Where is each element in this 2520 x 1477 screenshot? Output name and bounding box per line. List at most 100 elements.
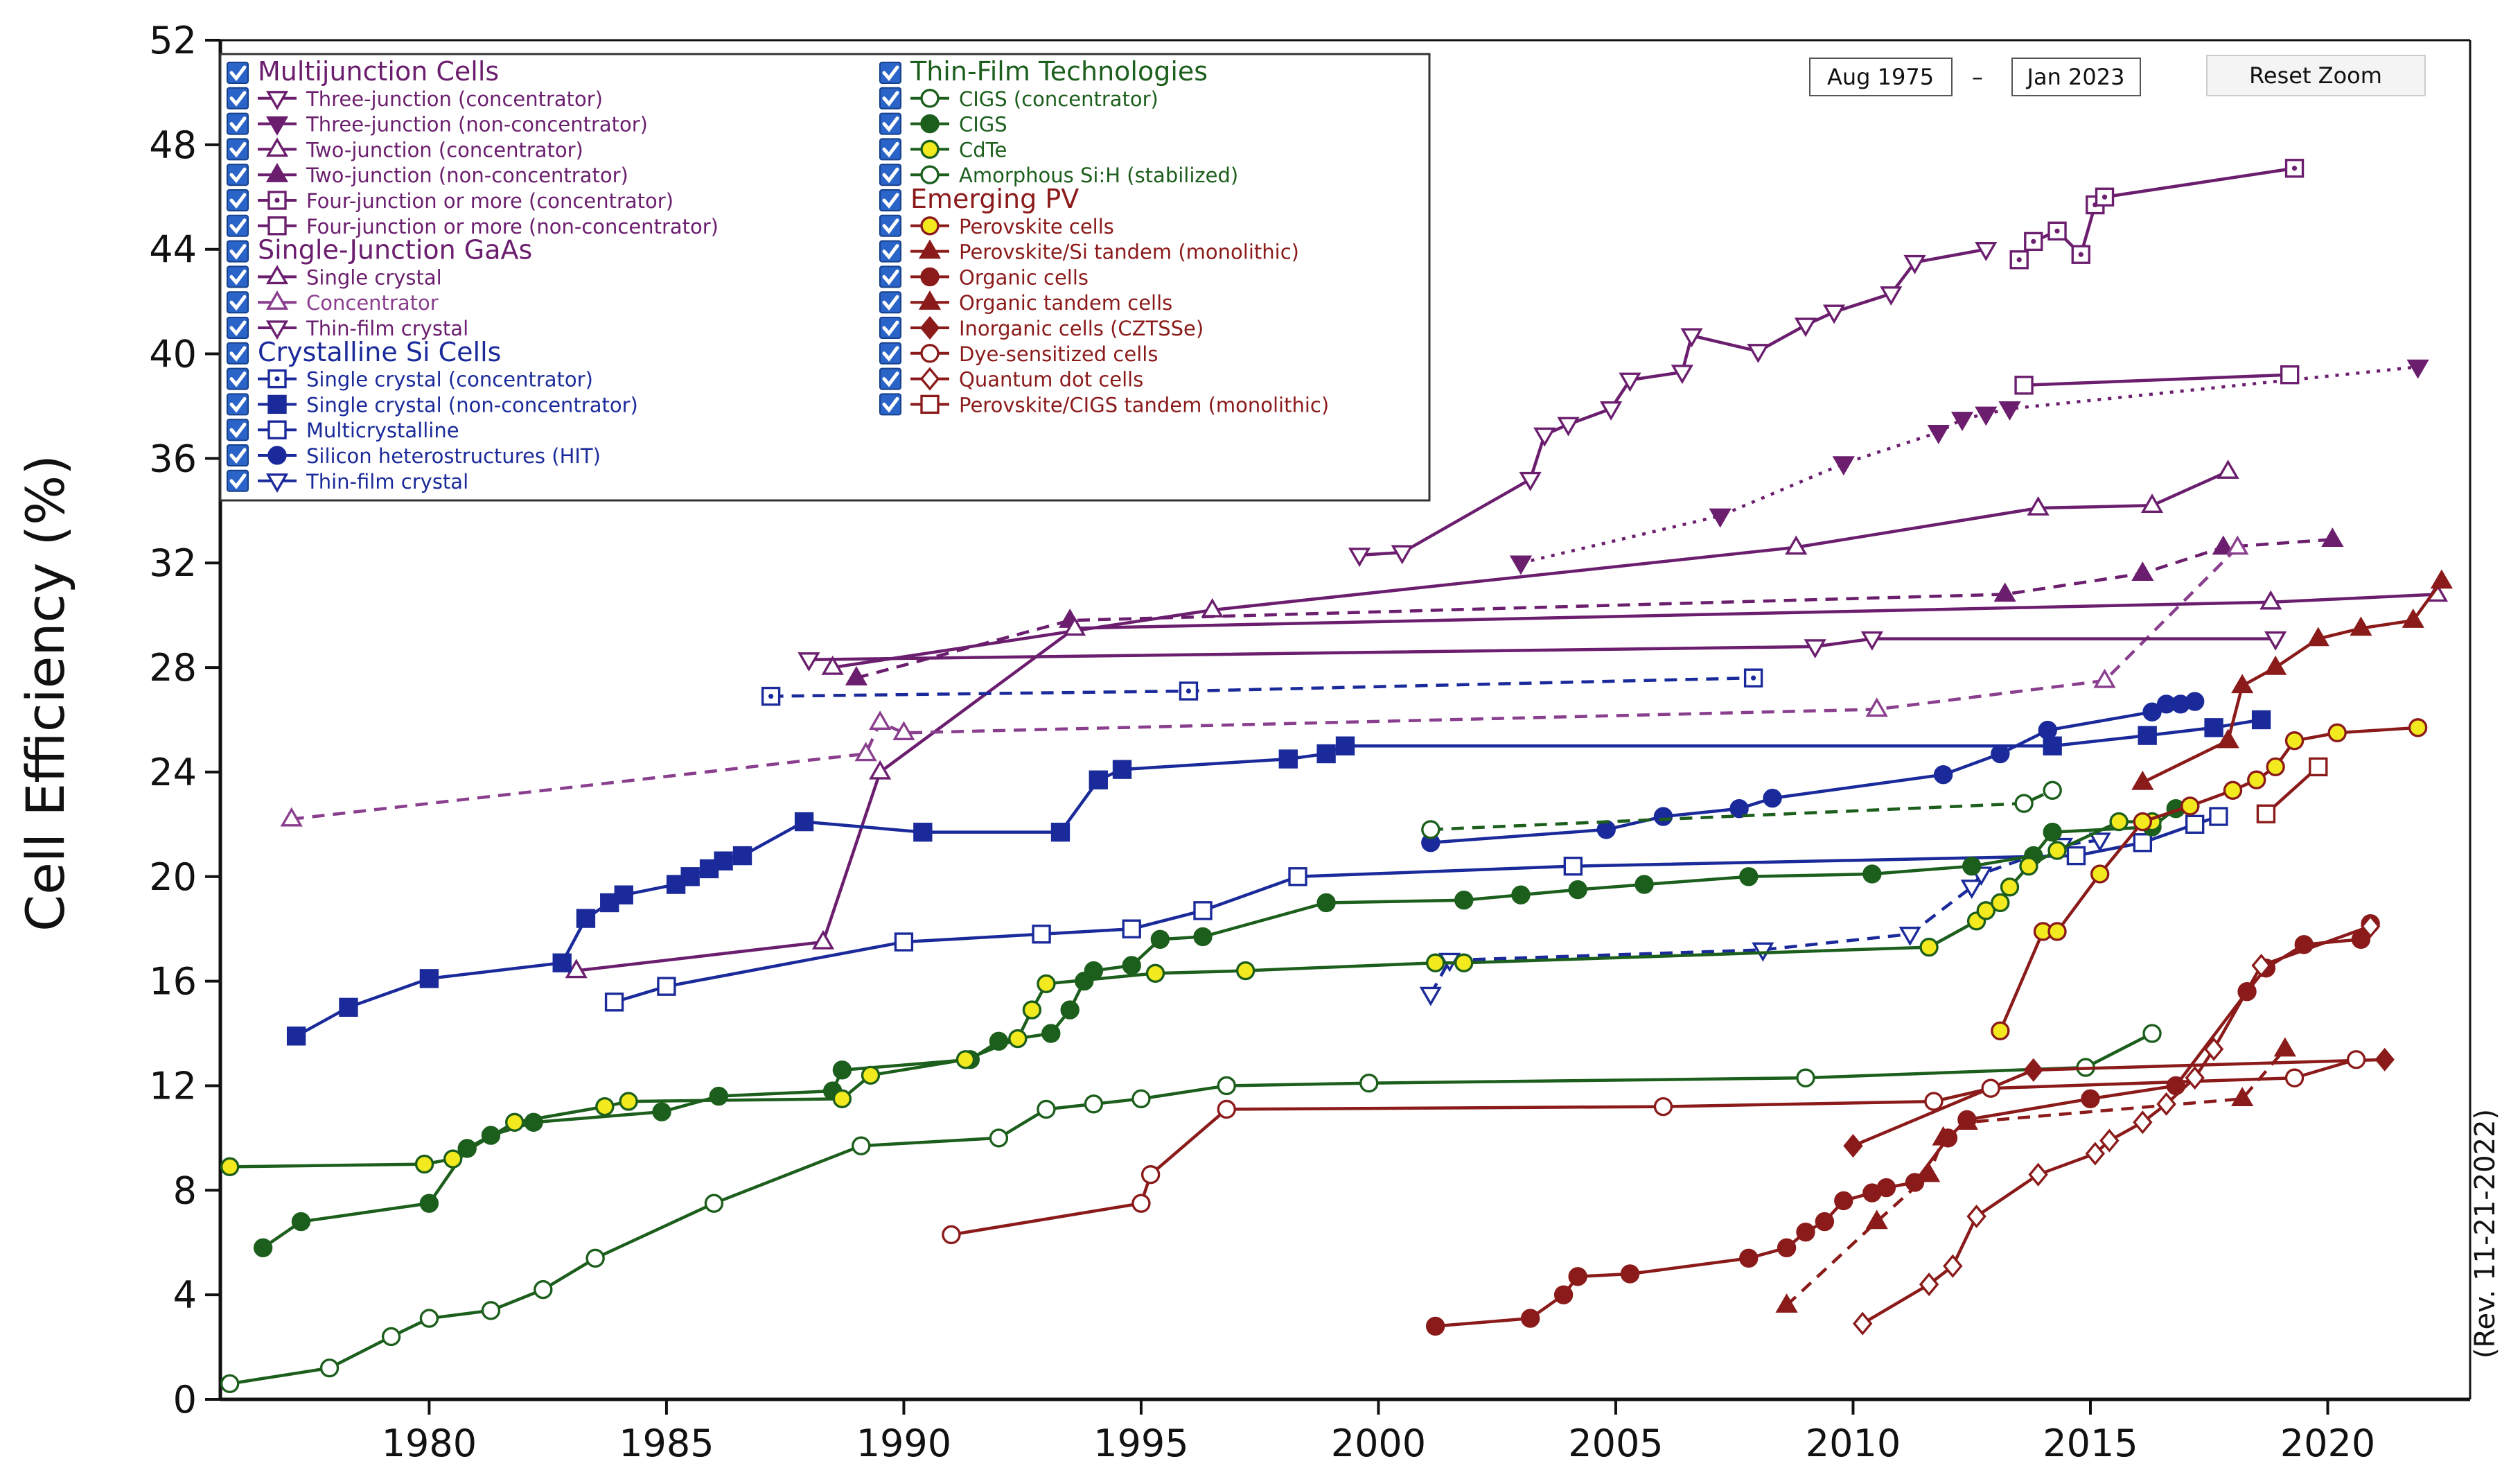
legend-item-single-junction-gaas[interactable]: Single-Junction GaAs — [227, 235, 532, 265]
legend-item-three-junction-non-concentrator[interactable]: Three-junction (non-concentrator) — [227, 112, 648, 137]
series-perovskite-si-tandem-monolithic-19-point — [2307, 627, 2329, 647]
legend-group-heading: Single-Junction GaAs — [258, 235, 532, 265]
series-cdte-16-point — [832, 1089, 852, 1108]
series-quantum-dot-cells-24-point — [2360, 914, 2381, 938]
reset-zoom-button[interactable]: Reset Zoom — [2206, 55, 2426, 96]
series-dye-sensitized-cells-23-point — [1140, 1165, 1161, 1185]
legend-item-crystalline-si-cells[interactable]: Crystalline Si Cells — [227, 337, 501, 367]
series-multicrystalline-11-point — [1193, 901, 1213, 920]
series-multicrystalline-11-point — [2209, 807, 2228, 826]
legend-item-silicon-heterostructures-hit[interactable]: Silicon heterostructures (HIT) — [227, 444, 601, 468]
check-icon — [882, 65, 899, 81]
start-date-input[interactable] — [1809, 58, 1953, 96]
series-dye-sensitized-cells-23-point — [1924, 1092, 1944, 1111]
series-organic-cells-20-point — [1568, 1267, 1587, 1286]
series-perovskite-si-tandem-monolithic-19-point — [2231, 674, 2254, 694]
legend-item-two-junction-concentrator[interactable]: Two-junction (concentrator) — [227, 137, 583, 161]
series-amorphous-si-h-stabilized-17-point — [852, 1136, 871, 1155]
series-four-junction-or-more-non-concentrator-5-line — [2023, 373, 2290, 387]
series-organic-tandem-cells-21-point — [1865, 1209, 1888, 1230]
legend-item-perovskite-cells[interactable]: Perovskite cells — [879, 214, 1114, 238]
legend-item-label: Dye-sensitized cells — [959, 342, 1158, 366]
series-concentrator-7-point — [2093, 668, 2116, 688]
series-single-crystal-non-concentrator-10-point — [732, 846, 752, 866]
legend-item-quantum-dot-cells[interactable]: Quantum dot cells — [879, 367, 1143, 392]
legend-marker-tri-up-icon — [265, 163, 289, 182]
series-cdte-16-point — [505, 1112, 525, 1132]
series-quantum-dot-cells-24-point — [2133, 1110, 2153, 1135]
series-perovskite-cells-18-point — [1991, 1021, 2010, 1040]
series-multicrystalline-11-point — [894, 932, 914, 952]
series-concentrator-7-point — [1865, 697, 1888, 717]
check-icon — [229, 65, 247, 81]
reset-zoom-button-bg[interactable] — [2206, 55, 2426, 96]
series-organic-tandem-cells-21-point — [2231, 1087, 2254, 1106]
series-layer — [220, 159, 2453, 1394]
check-icon — [229, 346, 247, 362]
x-tick-label: 1990 — [856, 1422, 951, 1465]
legend-item-organic-cells[interactable]: Organic cells — [879, 265, 1089, 289]
legend-item-label: Single crystal (non-concentrator) — [306, 393, 638, 417]
legend-item-four-junction-or-more-concentrator[interactable]: Four-junction or more (concentrator) — [227, 189, 673, 213]
legend-item-single-crystal-non-concentrator[interactable]: Single crystal (non-concentrator) — [227, 393, 638, 417]
series-cigs-15-point — [1084, 961, 1104, 981]
series-dye-sensitized-cells-23-point — [2346, 1050, 2366, 1069]
y-tick-label: 32 — [149, 541, 197, 585]
check-icon — [882, 91, 899, 107]
legend-item-three-junction-concentrator[interactable]: Three-junction (concentrator) — [227, 87, 603, 111]
series-single-crystal-6-line — [576, 593, 2438, 972]
legend-item-multicrystalline[interactable]: Multicrystalline — [227, 419, 459, 442]
legend-item-organic-tandem-cells[interactable]: Organic tandem cells — [879, 290, 1172, 315]
series-two-junction-non-concentrator-3-point — [2212, 535, 2235, 555]
series-quantum-dot-cells-24-point — [2085, 1142, 2106, 1166]
legend-item-two-junction-non-concentrator[interactable]: Two-junction (non-concentrator) — [227, 163, 628, 187]
series-four-junction-or-more-concentrator-4 — [2009, 159, 2305, 270]
legend-marker-square-dot-icon-dot — [274, 198, 280, 203]
legend-item-cigs-concentrator[interactable]: CIGS (concentrator) — [879, 87, 1158, 111]
legend-item-perovskite-cigs-tandem-monolithic[interactable]: Perovskite/CIGS tandem (monolithic) — [879, 393, 1329, 417]
y-tick-label: 48 — [149, 123, 197, 167]
series-four-junction-or-more-non-concentrator-5-point — [2014, 376, 2034, 395]
end-date-input[interactable] — [2011, 58, 2141, 96]
legend-item-perovskite-si-tandem-monolithic[interactable]: Perovskite/Si tandem (monolithic) — [879, 239, 1299, 264]
series-inorganic-cells-cztsse-22-point — [1843, 1134, 1863, 1158]
legend-marker-square-icon — [920, 394, 940, 414]
check-icon — [229, 422, 247, 439]
series-cigs-concentrator-14 — [1421, 780, 2062, 839]
series-three-junction-concentrator-0-point — [1903, 254, 1926, 274]
legend-item-thin-film-technologies[interactable]: Thin-Film Technologies — [879, 56, 1208, 87]
legend-item-single-crystal-concentrator[interactable]: Single crystal (concentrator) — [227, 367, 593, 392]
series-two-junction-concentrator-2-point — [821, 655, 844, 675]
series-amorphous-si-h-stabilized-17-point — [1037, 1099, 1056, 1119]
legend-item-multijunction-cells[interactable]: Multijunction Cells — [227, 56, 499, 87]
legend-item-cdte[interactable]: CdTe — [879, 138, 1007, 161]
series-multicrystalline-11-point — [604, 993, 624, 1012]
legend-marker-tri-up-icon — [265, 137, 289, 157]
series-quantum-dot-cells-24-point — [2099, 1128, 2120, 1153]
series-perovskite-cells-18-point — [2247, 770, 2266, 789]
legend-item-inorganic-cells-cztsse[interactable]: Inorganic cells (CZTSSe) — [879, 315, 1204, 340]
series-three-junction-non-concentrator-1-point — [1832, 456, 1855, 476]
legend-marker-square-icon — [267, 394, 287, 414]
series-amorphous-si-h-stabilized-17-point — [1359, 1074, 1379, 1093]
series-amorphous-si-h-stabilized-17-point — [2142, 1024, 2162, 1043]
legend-item-cigs[interactable]: CIGS — [879, 112, 1007, 137]
y-tick-label: 36 — [149, 437, 197, 480]
legend-item-amorphous-si-h-stabilized[interactable]: Amorphous Si:H (stabilized) — [879, 164, 1238, 187]
legend-item-dye-sensitized-cells[interactable]: Dye-sensitized cells — [879, 342, 1158, 366]
legend-item-four-junction-or-more-non-concentrator[interactable]: Four-junction or more (non-concentrator) — [227, 214, 719, 238]
series-single-crystal-non-concentrator-10-point — [614, 885, 633, 904]
series-two-junction-non-concentrator-3-point — [2131, 561, 2154, 581]
series-multicrystalline-11-point — [2185, 814, 2205, 834]
legend-item-thin-film-crystal[interactable]: Thin-film crystal — [227, 317, 468, 340]
series-single-crystal-concentrator-9 — [761, 668, 1763, 706]
legend-item-concentrator[interactable]: Concentrator — [227, 290, 439, 315]
series-perovskite-cells-18-point — [2090, 864, 2110, 884]
series-dye-sensitized-cells-23-point — [2284, 1068, 2305, 1087]
legend-item-single-crystal[interactable]: Single crystal — [227, 265, 442, 289]
legend-item-thin-film-crystal[interactable]: Thin-film crystal — [227, 469, 468, 493]
check-icon — [229, 320, 247, 336]
series-three-junction-concentrator-0-point — [1880, 286, 1903, 306]
legend-item-emerging-pv[interactable]: Emerging PV — [879, 184, 1079, 214]
